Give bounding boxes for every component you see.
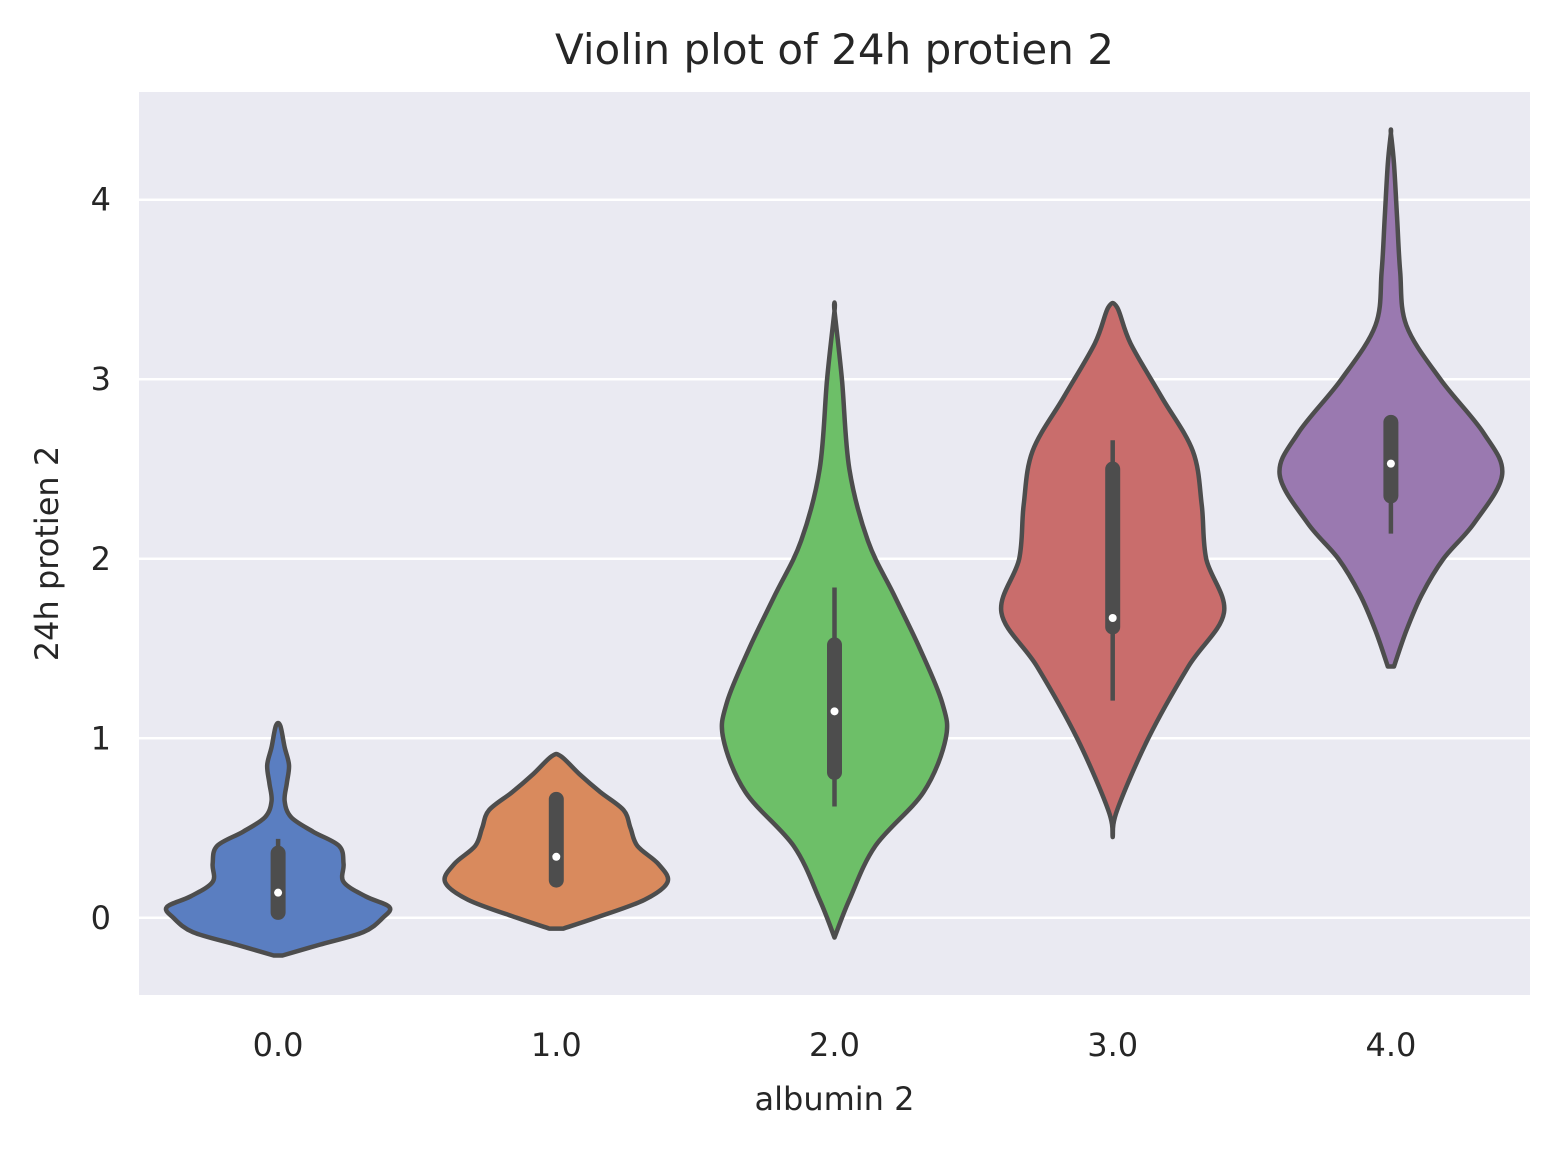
y-tick-labels: 0 1 2 3 4 xyxy=(91,181,111,937)
x-tick-label: 1.0 xyxy=(531,1026,582,1064)
violins xyxy=(163,127,1505,958)
y-tick-label: 4 xyxy=(91,181,111,219)
violin-median-dot xyxy=(274,888,283,897)
violin-median-dot xyxy=(1108,614,1117,623)
x-tick-label: 2.0 xyxy=(809,1026,860,1064)
x-tick-label: 4.0 xyxy=(1365,1026,1416,1064)
violin-median-dot xyxy=(830,707,839,716)
y-tick-label: 0 xyxy=(91,899,111,937)
x-tick-labels: 0.0 1.0 2.0 3.0 4.0 xyxy=(253,1026,1417,1064)
y-tick-label: 3 xyxy=(91,360,111,398)
x-tick-label: 3.0 xyxy=(1087,1026,1138,1064)
y-axis-label: 24h protien 2 xyxy=(28,446,66,661)
y-tick-label: 2 xyxy=(91,540,111,578)
violin-median-dot xyxy=(1386,459,1395,468)
x-axis-label: albumin 2 xyxy=(755,1080,915,1118)
violin-median-dot xyxy=(552,852,561,861)
violin-body xyxy=(1277,127,1505,669)
chart-title: Violin plot of 24h protien 2 xyxy=(555,25,1114,74)
x-tick-label: 0.0 xyxy=(253,1026,304,1064)
y-tick-label: 1 xyxy=(91,719,111,757)
